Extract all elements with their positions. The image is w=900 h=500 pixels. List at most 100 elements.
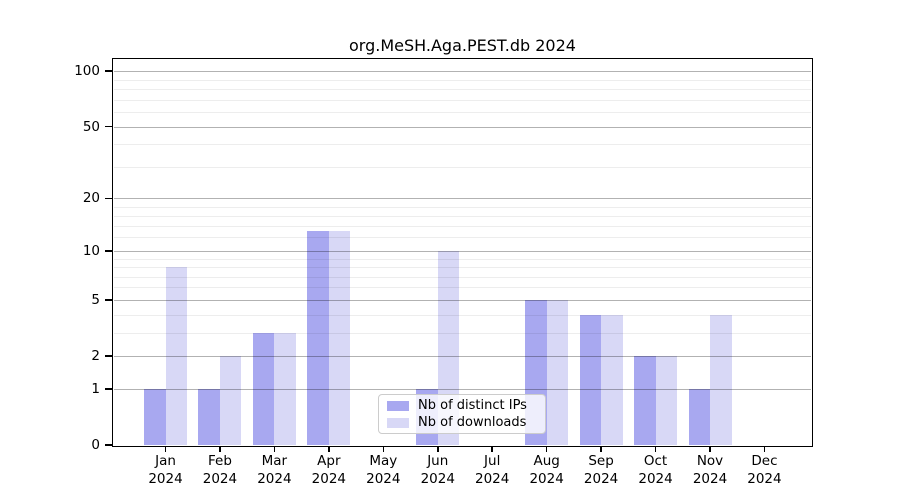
x-tick-year: 2024 [583,470,619,487]
bar-nb-of-downloads-mar-2024 [274,332,296,445]
legend-swatch-distinct-ips [387,400,409,411]
legend-item-downloads: Nb of downloads [379,415,545,430]
bar-nb-of-downloads-apr-2024 [328,231,351,445]
y-tick-mark-50 [105,125,113,128]
y-tick-label-2: 2 [91,348,100,365]
x-tick-label-dec-2024: Dec 2024 [729,453,799,488]
minor-gridline-3 [114,332,811,334]
x-tick-year: 2024 [747,470,782,487]
minor-gridline-40 [114,144,811,146]
x-tick-month: Dec [751,453,778,469]
x-tick-label-oct-2024: Oct 2024 [621,453,691,488]
x-tick-mark-sep-2024 [600,446,602,452]
chart-title: org.MeSH.Aga.PEST.db 2024 [349,36,576,55]
minor-gridline-8 [114,267,811,269]
x-tick-mark-nov-2024 [709,446,711,452]
legend: Nb of distinct IPs Nb of downloads [378,394,546,434]
x-tick-label-nov-2024: Nov 2024 [675,453,745,488]
x-tick-month: Apr [317,453,341,469]
x-tick-month: Sep [588,453,614,469]
x-tick-year: 2024 [257,470,292,487]
major-gridline-50 [114,126,811,128]
y-tick-mark-5 [105,299,113,301]
x-tick-month: Nov [696,453,724,469]
x-tick-month: Aug [533,453,560,469]
x-tick-year: 2024 [311,470,347,487]
x-tick-label-jul-2024: Jul 2024 [457,453,527,488]
legend-item-distinct-ips: Nb of distinct IPs [379,398,545,413]
y-tick-label-5: 5 [91,291,100,308]
x-tick-label-sep-2024: Sep 2024 [566,453,636,488]
y-tick-label-1: 1 [91,380,100,397]
x-tick-label-jan-2024: Jan 2024 [131,453,201,488]
legend-label-downloads: Nb of downloads [418,415,527,430]
x-tick-mark-jun-2024 [436,446,439,452]
minor-gridline-60 [114,112,811,114]
y-tick-label-0: 0 [91,437,100,453]
x-tick-label-may-2024: May 2024 [348,453,418,488]
y-tick-label-100: 100 [74,63,100,80]
y-tick-mark-2 [105,355,113,357]
major-gridline-2 [114,356,811,358]
bar-nb-of-distinct-ips-oct-2024 [634,356,656,445]
minor-gridline-16 [114,215,811,217]
x-tick-month: Feb [207,453,232,469]
major-gridline-5 [114,299,811,301]
x-tick-mark-dec-2024 [763,446,766,452]
x-tick-mark-oct-2024 [654,446,657,452]
x-tick-label-feb-2024: Feb 2024 [185,453,255,488]
y-tick-mark-1 [105,388,113,390]
bar-nb-of-downloads-aug-2024 [546,299,569,445]
x-tick-mark-may-2024 [382,446,385,452]
major-gridline-10 [114,250,811,252]
minor-gridline-70 [114,99,811,101]
x-tick-year: 2024 [475,470,510,487]
bar-nb-of-distinct-ips-nov-2024 [688,388,710,445]
bar-nb-of-downloads-sep-2024 [601,314,623,445]
x-tick-mark-mar-2024 [273,446,276,452]
x-tick-month: Jan [155,453,176,469]
x-tick-year: 2024 [529,470,564,487]
bar-nb-of-distinct-ips-sep-2024 [579,314,602,445]
y-tick-mark-0 [105,444,113,446]
x-tick-mark-jan-2024 [164,446,167,452]
bar-nb-of-downloads-oct-2024 [655,356,678,445]
x-tick-month: Oct [643,453,668,469]
legend-label-distinct-ips: Nb of distinct IPs [418,398,527,413]
major-gridline-100 [114,71,811,73]
y-tick-label-50: 50 [82,118,100,135]
x-tick-month: Mar [261,453,288,469]
x-tick-year: 2024 [148,470,183,487]
bar-nb-of-downloads-feb-2024 [219,356,242,445]
x-tick-month: May [369,453,398,469]
x-tick-year: 2024 [420,470,455,487]
x-tick-mark-aug-2024 [545,446,548,452]
minor-gridline-30 [114,166,811,168]
minor-gridline-90 [114,79,811,81]
x-tick-label-apr-2024: Apr 2024 [294,453,364,488]
bar-nb-of-distinct-ips-mar-2024 [252,332,275,445]
y-tick-mark-20 [105,197,113,200]
minor-gridline-12 [114,237,811,239]
minor-gridline-9 [114,258,811,260]
bar-nb-of-distinct-ips-feb-2024 [198,388,220,445]
y-tick-mark-100 [105,70,113,72]
y-tick-label-10: 10 [82,242,100,259]
y-tick-label-20: 20 [82,190,100,207]
x-tick-label-mar-2024: Mar 2024 [239,453,309,488]
bar-nb-of-distinct-ips-apr-2024 [307,231,329,445]
legend-swatch-downloads [387,417,409,428]
minor-gridline-14 [114,225,811,227]
x-tick-mark-jul-2024 [491,446,493,452]
bar-nb-of-downloads-jan-2024 [165,267,187,445]
minor-gridline-18 [114,206,811,208]
y-tick-mark-10 [105,249,113,252]
x-tick-label-jun-2024: Jun 2024 [403,453,473,488]
x-tick-year: 2024 [366,470,401,487]
minor-gridline-4 [114,314,811,316]
x-tick-mark-apr-2024 [328,446,330,452]
x-tick-label-aug-2024: Aug 2024 [512,453,582,488]
minor-gridline-80 [114,89,811,91]
plot-area [114,60,811,445]
